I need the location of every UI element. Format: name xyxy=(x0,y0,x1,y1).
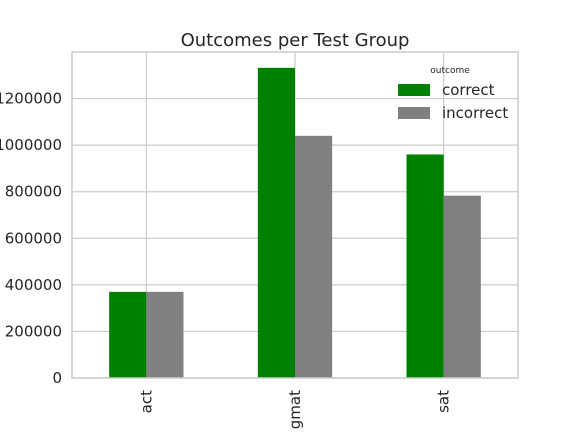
y-axis: 0 200000 400000 600000 800000 1000000 1200000 xyxy=(0,90,62,387)
legend-title: outcome xyxy=(430,66,470,76)
y-tick-label: 600000 xyxy=(5,229,62,247)
x-axis: act gmat sat xyxy=(137,390,452,429)
bar-gmat-incorrect xyxy=(295,135,333,378)
legend-label-incorrect: incorrect xyxy=(442,104,508,122)
y-tick-label: 0 xyxy=(52,369,62,387)
legend-swatch-incorrect xyxy=(398,107,430,119)
x-tick-label: act xyxy=(137,390,155,413)
legend: outcome correct incorrect xyxy=(398,66,508,122)
plot-border xyxy=(71,51,519,379)
y-tick-label: 200000 xyxy=(5,322,62,340)
bar-act-correct xyxy=(109,291,147,378)
legend-swatch-correct xyxy=(398,84,430,96)
plot-frame xyxy=(71,51,519,379)
bar-sat-incorrect xyxy=(443,195,481,378)
bar-sat-correct xyxy=(406,154,444,378)
legend-label-correct: correct xyxy=(442,81,495,99)
bars xyxy=(109,67,481,378)
y-tick-label: 400000 xyxy=(5,276,62,294)
x-tick-label: gmat xyxy=(286,390,304,429)
bar-act-incorrect xyxy=(146,291,184,378)
y-tick-label: 800000 xyxy=(5,183,62,201)
bar-gmat-correct xyxy=(257,67,295,378)
chart-title: Outcomes per Test Group xyxy=(181,30,410,51)
y-tick-label: 1200000 xyxy=(0,90,62,108)
y-tick-label: 1000000 xyxy=(0,136,62,154)
x-tick-label: sat xyxy=(435,390,453,413)
